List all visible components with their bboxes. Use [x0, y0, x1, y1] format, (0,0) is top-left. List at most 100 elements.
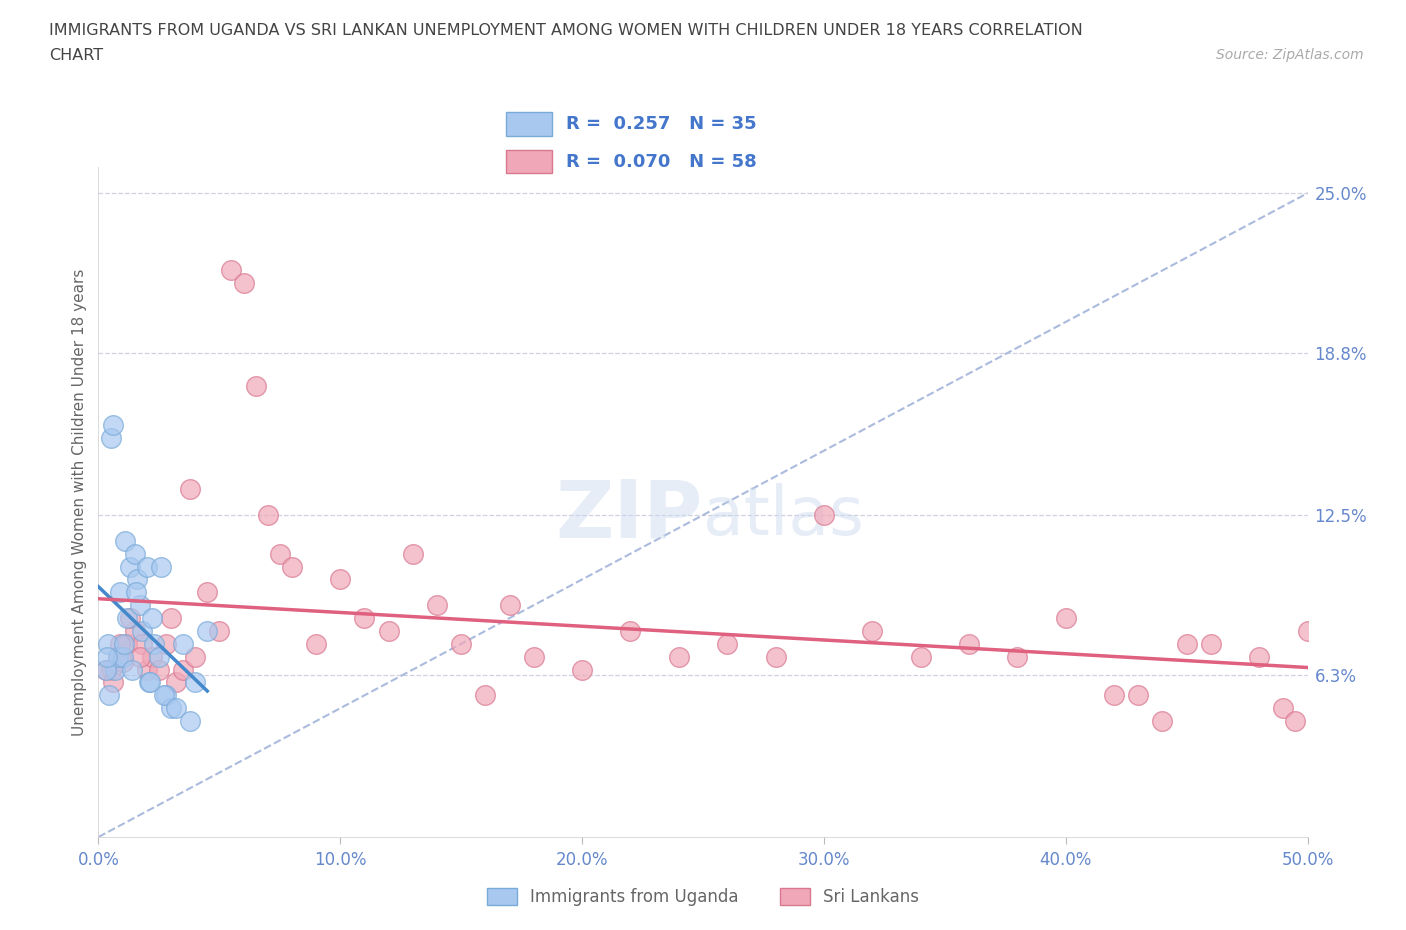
- Point: [165, 675, 187, 690]
- Point: [111, 655, 134, 670]
- Point: [101, 418, 124, 432]
- Point: [195, 585, 218, 600]
- FancyBboxPatch shape: [506, 150, 551, 174]
- Point: [860, 623, 883, 638]
- Point: [353, 611, 375, 626]
- Text: atlas: atlas: [703, 483, 863, 549]
- Point: [138, 675, 160, 690]
- Point: [245, 379, 267, 393]
- Point: [402, 546, 425, 561]
- FancyBboxPatch shape: [506, 112, 551, 136]
- Point: [101, 675, 124, 690]
- Point: [97, 636, 120, 651]
- Point: [94, 662, 117, 677]
- Text: Source: ZipAtlas.com: Source: ZipAtlas.com: [1216, 48, 1364, 62]
- Point: [148, 649, 170, 664]
- Point: [96, 649, 118, 664]
- Point: [172, 662, 194, 677]
- Point: [128, 598, 150, 613]
- Point: [107, 649, 129, 664]
- Point: [184, 675, 207, 690]
- Point: [269, 546, 291, 561]
- Point: [571, 662, 593, 677]
- Y-axis label: Unemployment Among Women with Children Under 18 years: Unemployment Among Women with Children U…: [72, 269, 87, 736]
- Point: [498, 598, 520, 613]
- Point: [155, 688, 177, 703]
- Point: [179, 482, 201, 497]
- Point: [131, 636, 153, 651]
- Point: [813, 508, 835, 523]
- Point: [1152, 713, 1174, 728]
- Point: [281, 559, 304, 574]
- Point: [765, 649, 787, 664]
- Point: [1272, 701, 1295, 716]
- Point: [150, 559, 173, 574]
- Point: [668, 649, 690, 664]
- Point: [1128, 688, 1150, 703]
- Point: [329, 572, 352, 587]
- Point: [172, 636, 194, 651]
- Text: R =  0.257   N = 35: R = 0.257 N = 35: [565, 114, 756, 133]
- Point: [118, 559, 141, 574]
- Point: [94, 662, 117, 677]
- Point: [118, 611, 141, 626]
- Point: [221, 263, 243, 278]
- Point: [619, 623, 641, 638]
- Legend: Immigrants from Uganda, Sri Lankans: Immigrants from Uganda, Sri Lankans: [479, 881, 927, 912]
- Point: [160, 701, 183, 716]
- Point: [1102, 688, 1125, 703]
- Point: [108, 585, 131, 600]
- Text: CHART: CHART: [49, 48, 103, 63]
- Point: [148, 662, 170, 677]
- Point: [305, 636, 328, 651]
- Point: [111, 649, 134, 664]
- Point: [121, 662, 143, 677]
- Point: [232, 276, 254, 291]
- Point: [1296, 623, 1319, 638]
- Point: [426, 598, 449, 613]
- Point: [108, 636, 131, 651]
- Point: [160, 611, 183, 626]
- Point: [135, 559, 157, 574]
- Point: [165, 701, 187, 716]
- Point: [152, 688, 174, 703]
- Point: [1054, 611, 1077, 626]
- Point: [143, 636, 166, 651]
- Point: [112, 636, 135, 651]
- Point: [139, 675, 162, 690]
- Point: [184, 649, 207, 664]
- Point: [100, 431, 122, 445]
- Text: R =  0.070   N = 58: R = 0.070 N = 58: [565, 153, 756, 170]
- Point: [98, 688, 121, 703]
- Point: [135, 662, 157, 677]
- Point: [474, 688, 496, 703]
- Point: [1175, 636, 1198, 651]
- Point: [104, 662, 127, 677]
- Point: [450, 636, 472, 651]
- Point: [256, 508, 278, 523]
- Point: [179, 713, 201, 728]
- Point: [125, 585, 148, 600]
- Point: [114, 534, 136, 549]
- Point: [716, 636, 738, 651]
- Point: [523, 649, 546, 664]
- Point: [1249, 649, 1271, 664]
- Point: [100, 662, 122, 677]
- Point: [127, 572, 149, 587]
- Point: [195, 623, 218, 638]
- Point: [107, 649, 129, 664]
- Point: [117, 636, 139, 651]
- Point: [208, 623, 231, 638]
- Point: [1199, 636, 1222, 651]
- Point: [1007, 649, 1029, 664]
- Point: [128, 649, 150, 664]
- Point: [910, 649, 932, 664]
- Point: [131, 623, 153, 638]
- Point: [377, 623, 399, 638]
- Text: IMMIGRANTS FROM UGANDA VS SRI LANKAN UNEMPLOYMENT AMONG WOMEN WITH CHILDREN UNDE: IMMIGRANTS FROM UGANDA VS SRI LANKAN UNE…: [49, 23, 1083, 38]
- Point: [124, 623, 146, 638]
- Text: ZIP: ZIP: [555, 476, 703, 554]
- Point: [957, 636, 980, 651]
- Point: [141, 649, 163, 664]
- Point: [155, 636, 177, 651]
